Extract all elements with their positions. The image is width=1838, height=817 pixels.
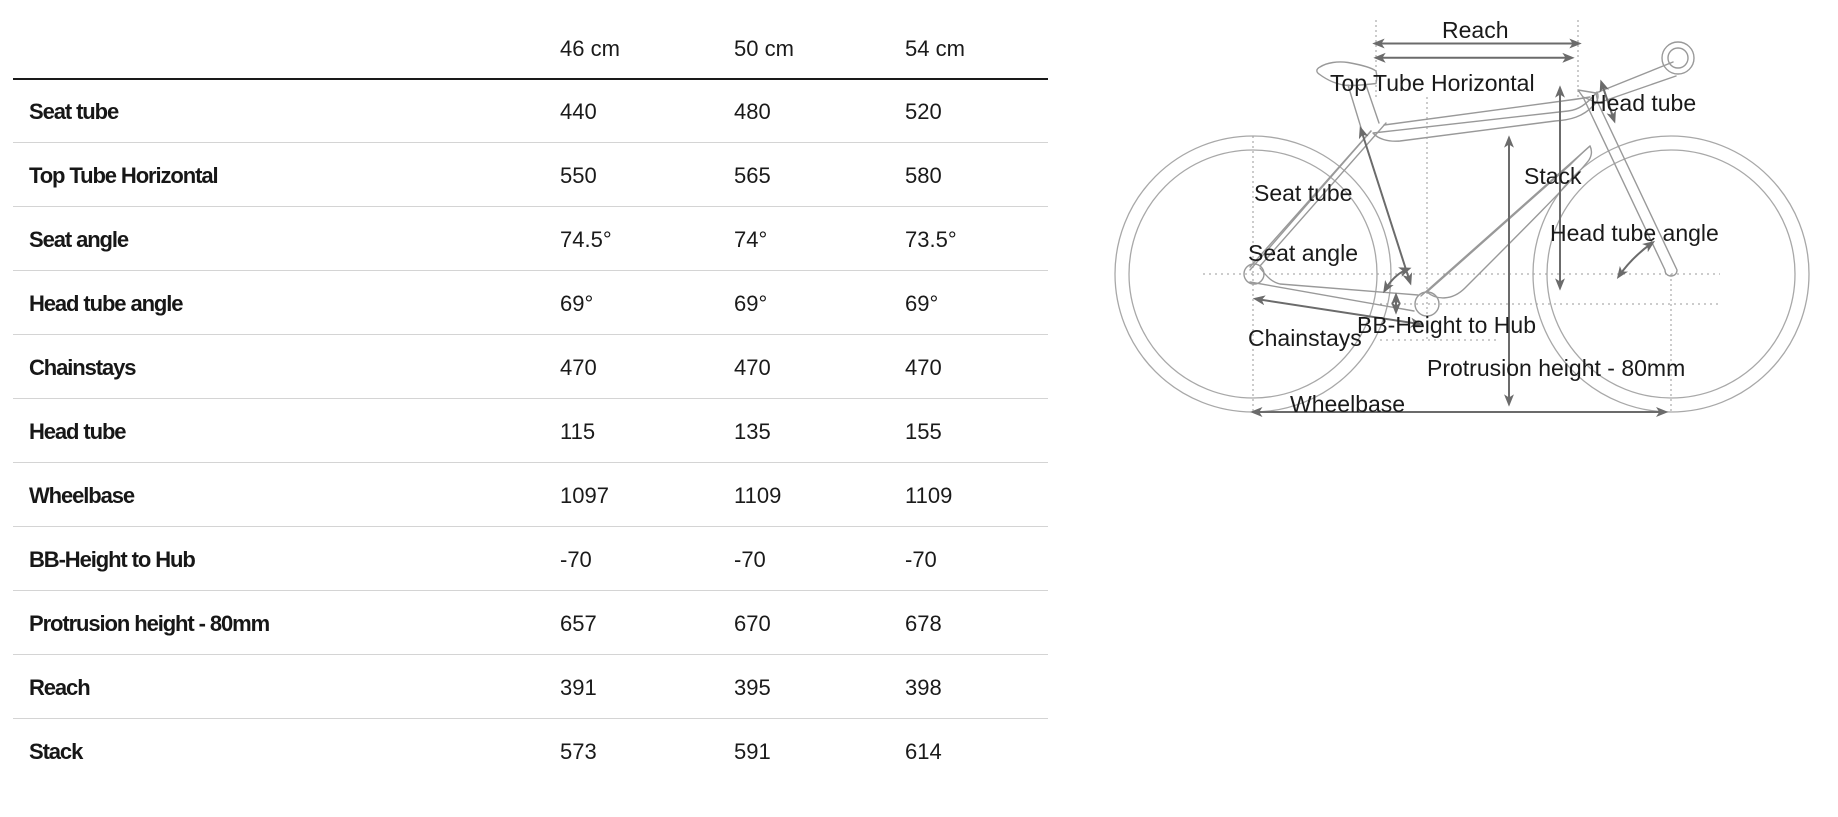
svg-text:Stack: Stack [1524, 163, 1582, 189]
svg-text:BB-Height to Hub: BB-Height to Hub [1357, 312, 1536, 338]
svg-text:Reach: Reach [1442, 17, 1508, 43]
svg-text:Head tube: Head tube [1590, 90, 1696, 116]
svg-text:Head tube angle: Head tube angle [1550, 220, 1719, 246]
svg-text:Seat tube: Seat tube [1254, 180, 1352, 206]
svg-text:Wheelbase: Wheelbase [1290, 391, 1405, 417]
svg-text:Protrusion height - 80mm: Protrusion height - 80mm [1427, 355, 1685, 381]
svg-text:Top Tube Horizontal: Top Tube Horizontal [1330, 70, 1535, 96]
svg-text:Chainstays: Chainstays [1248, 325, 1362, 351]
svg-text:Seat angle: Seat angle [1248, 240, 1358, 266]
